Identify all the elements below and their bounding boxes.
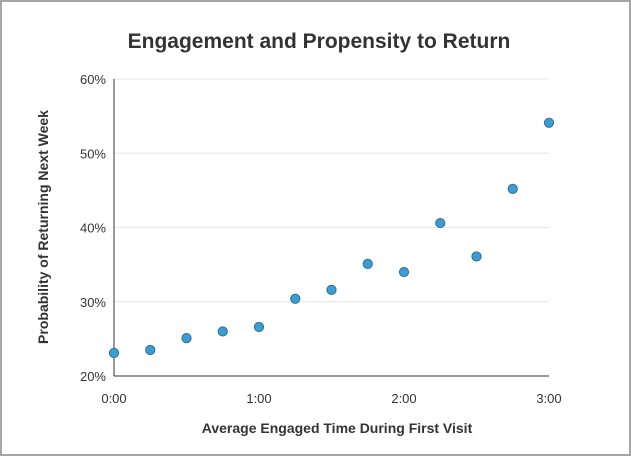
data-point-2	[181, 333, 192, 344]
y-tick-label: 30%	[80, 295, 106, 310]
x-tick-label: 1:00	[246, 391, 271, 406]
data-point-7	[362, 258, 373, 269]
data-points	[108, 117, 555, 359]
data-point-0	[108, 347, 120, 359]
y-tick-label: 40%	[80, 221, 106, 236]
data-point-6	[326, 284, 337, 295]
x-tick-label: 0:00	[101, 391, 126, 406]
data-point-12	[543, 117, 555, 128]
x-tick-label: 2:00	[391, 391, 416, 406]
x-axis-label: Average Engaged Time During First Visit	[202, 420, 473, 436]
tick-labels: 20% 30% 40% 50% 60% 0:00 1:00 2:00 3:00	[80, 72, 562, 406]
axes	[113, 79, 549, 377]
chart-title: Engagement and Propensity to Return	[128, 30, 511, 53]
data-point-4	[253, 321, 265, 333]
data-point-8	[398, 266, 410, 278]
y-tick-label: 50%	[80, 146, 106, 161]
x-tick-label: 3:00	[536, 391, 561, 406]
data-point-5	[290, 293, 301, 304]
data-point-10	[471, 251, 482, 262]
data-point-9	[435, 217, 446, 229]
y-axis-label: Probability of Returning Next Week	[35, 110, 51, 344]
y-tick-label: 60%	[80, 72, 106, 87]
data-point-11	[507, 183, 518, 194]
grid-lines	[114, 78, 549, 303]
data-point-1	[145, 344, 156, 356]
y-tick-label: 20%	[80, 369, 106, 384]
data-point-3	[217, 326, 228, 337]
